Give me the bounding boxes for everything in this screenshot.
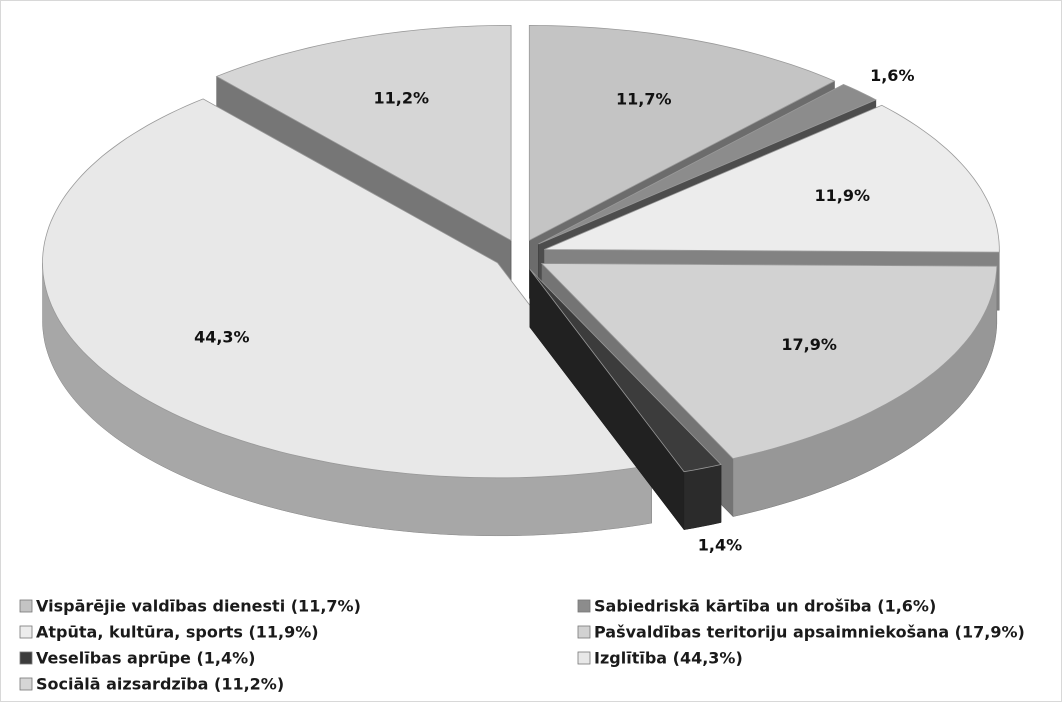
legend-swatch [577, 599, 591, 613]
legend-label: Sociālā aizsardzība (11,2%) [36, 675, 284, 694]
legend-swatch [577, 625, 591, 639]
legend-label: Vispārējie valdības dienesti (11,7%) [36, 597, 361, 616]
legend-swatch [19, 625, 33, 639]
slice [529, 269, 722, 473]
legend-swatch [19, 677, 33, 691]
legend: Vispārējie valdības dienesti (11,7%) Sabi… [19, 597, 1025, 694]
legend-label: Sabiedriskā kārtība un drošība (1,6%) [594, 597, 936, 616]
slice [215, 24, 512, 242]
data-label: 11,2% [374, 89, 430, 108]
slice-side [683, 464, 722, 530]
pie: 11,7% 1,6% 11,9% 17,9% 1,4% 44,3% 11,2% [42, 24, 1000, 555]
slice [528, 24, 836, 242]
legend-swatch [19, 651, 33, 665]
data-label: 17,9% [781, 335, 837, 354]
legend-label: Atpūta, kultūra, sports (11,9%) [36, 623, 319, 642]
legend-swatch [577, 651, 591, 665]
slice [42, 98, 653, 479]
slice [538, 84, 877, 245]
legend-label: Pašvaldības teritoriju apsaimniekošana (… [594, 623, 1025, 642]
slice [540, 263, 998, 460]
data-label: 11,7% [616, 89, 672, 108]
data-label: 44,3% [194, 328, 250, 347]
slice [544, 104, 1000, 253]
data-label: 1,4% [698, 536, 742, 555]
legend-label: Izglītība (44,3%) [594, 649, 743, 668]
legend-label: Veselības aprūpe (1,4%) [36, 649, 255, 668]
legend-swatch [19, 599, 33, 613]
data-label: 11,9% [815, 186, 871, 205]
data-label: 1,6% [870, 66, 914, 85]
